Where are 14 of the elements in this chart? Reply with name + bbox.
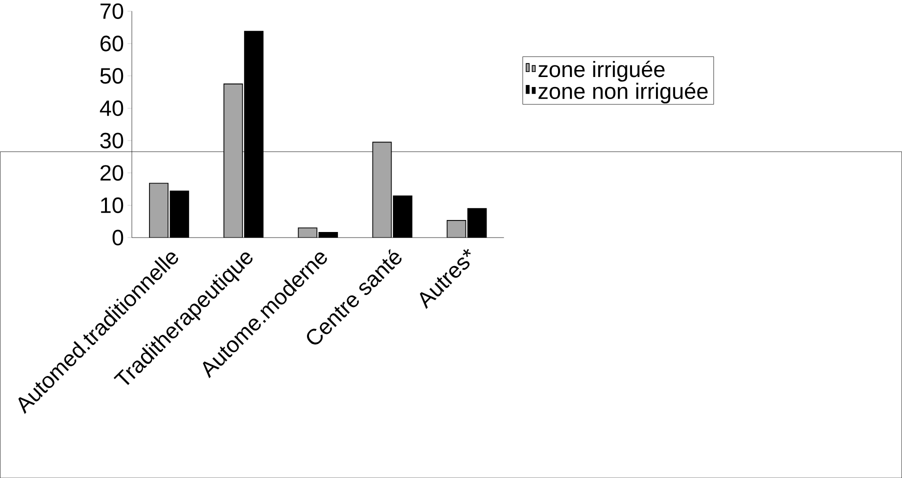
y-tick-label: 0 xyxy=(112,230,124,246)
y-tick-label: 60 xyxy=(100,36,124,52)
bar xyxy=(446,220,466,238)
legend-label: zone non irriguée xyxy=(538,82,708,104)
legend-label: zone irriguée xyxy=(538,60,665,82)
bar xyxy=(149,182,168,238)
y-tick-label: 30 xyxy=(100,132,124,148)
y-tick-label: 20 xyxy=(100,164,124,181)
y-tick-label: 70 xyxy=(100,3,124,19)
y-tick-label: 10 xyxy=(101,197,124,213)
bar xyxy=(223,83,243,238)
bar xyxy=(372,142,392,238)
y-tick-label: 40 xyxy=(100,100,124,116)
y-tick-label: 50 xyxy=(100,68,124,84)
